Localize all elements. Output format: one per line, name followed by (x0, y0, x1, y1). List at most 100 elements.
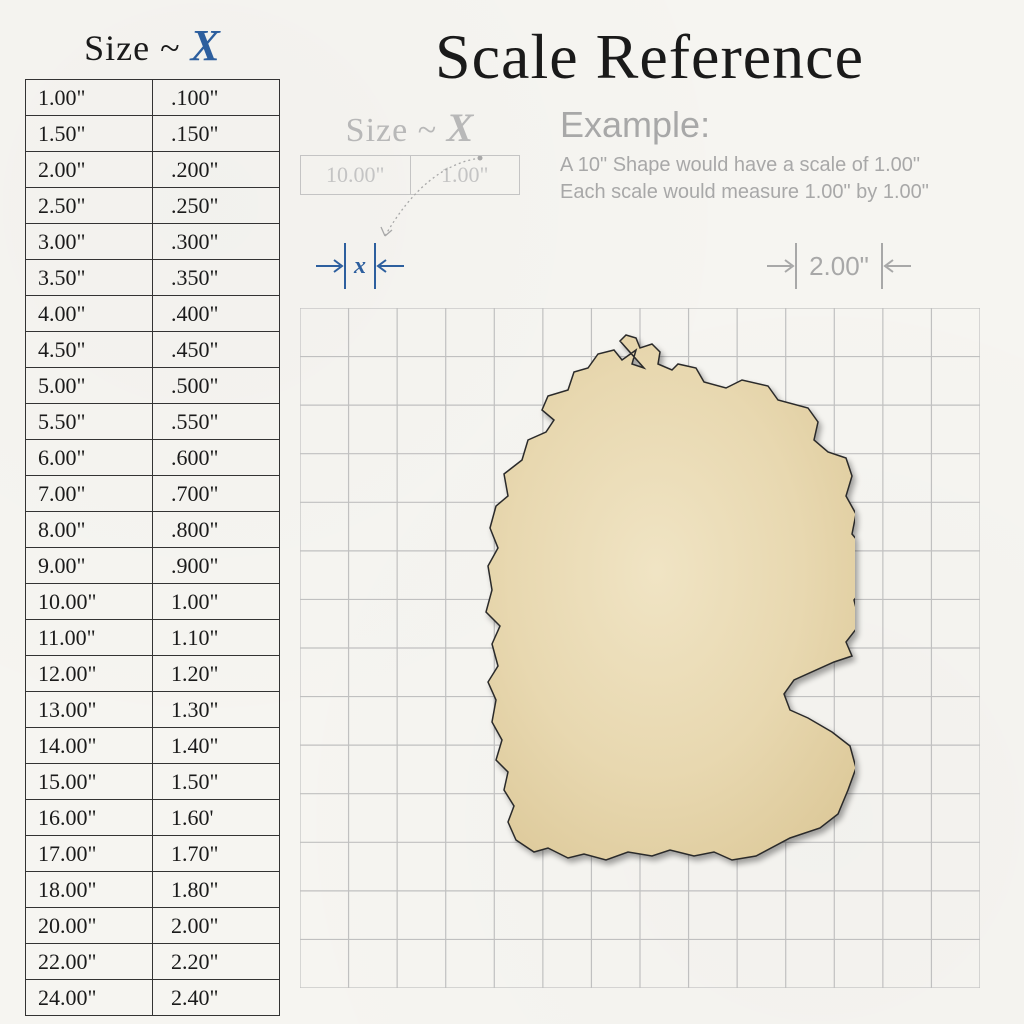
tick-left-icon (795, 243, 797, 289)
arrow-right-icon (765, 248, 795, 284)
scale-cell: .100" (153, 80, 280, 116)
table-row: 10.00"1.00" (26, 584, 280, 620)
scale-cell: .250" (153, 188, 280, 224)
scale-cell: .700" (153, 476, 280, 512)
size-cell: 4.50" (26, 332, 153, 368)
scale-cell: .450" (153, 332, 280, 368)
size-cell: 1.00" (26, 80, 153, 116)
country-shape (415, 333, 855, 923)
table-row: 12.00"1.20" (26, 656, 280, 692)
table-row: 2.50".250" (26, 188, 280, 224)
scale-cell: 1.20" (153, 656, 280, 692)
size-cell: 16.00" (26, 800, 153, 836)
table-row: 7.00".700" (26, 476, 280, 512)
table-row: 18.00"1.80" (26, 872, 280, 908)
size-cell: 6.00" (26, 440, 153, 476)
scale-cell: .400" (153, 296, 280, 332)
scale-cell: .800" (153, 512, 280, 548)
table-row: 4.50".450" (26, 332, 280, 368)
grid-area (300, 308, 980, 988)
size-cell: 4.00" (26, 296, 153, 332)
scale-cell: 1.60' (153, 800, 280, 836)
table-row: 16.00"1.60' (26, 800, 280, 836)
example-title: Example: (560, 104, 999, 146)
scale-cell: 1.70" (153, 836, 280, 872)
size-cell: 8.00" (26, 512, 153, 548)
size-cell: 9.00" (26, 548, 153, 584)
mini-size-x: X (447, 105, 475, 150)
table-row: 14.00"1.40" (26, 728, 280, 764)
table-row: 8.00".800" (26, 512, 280, 548)
size-cell: 24.00" (26, 980, 153, 1016)
scale-cell: 1.80" (153, 872, 280, 908)
indicator-row: x 2.00" (300, 218, 999, 298)
size-cell: 14.00" (26, 728, 153, 764)
scale-cell: 2.40" (153, 980, 280, 1016)
scale-cell: 1.30" (153, 692, 280, 728)
table-row: 3.00".300" (26, 224, 280, 260)
scale-cell: .300" (153, 224, 280, 260)
table-row: 17.00"1.70" (26, 836, 280, 872)
scale-cell: .550" (153, 404, 280, 440)
example-block: Example: A 10" Shape would have a scale … (560, 104, 999, 206)
table-row: 9.00".900" (26, 548, 280, 584)
scale-cell: 2.00" (153, 908, 280, 944)
table-row: 6.00".600" (26, 440, 280, 476)
table-row: 2.00".200" (26, 152, 280, 188)
table-row: 4.00".400" (26, 296, 280, 332)
size-cell: 7.00" (26, 476, 153, 512)
scale-cell: .150" (153, 116, 280, 152)
table-row: 1.00".100" (26, 80, 280, 116)
size-cell: 3.50" (26, 260, 153, 296)
table-row: 20.00"2.00" (26, 908, 280, 944)
size-cell: 13.00" (26, 692, 153, 728)
left-column: Size ~ X 1.00".100"1.50".150"2.00".200"2… (25, 20, 280, 1004)
size-x-symbol: X (191, 21, 221, 70)
table-row: 1.50".150" (26, 116, 280, 152)
mini-size-sep: ~ (408, 112, 446, 149)
scale-cell: .900" (153, 548, 280, 584)
size-cell: 3.00" (26, 224, 153, 260)
size-cell: 1.50" (26, 116, 153, 152)
scale-cell: 2.20" (153, 944, 280, 980)
scale-cell: .350" (153, 260, 280, 296)
x-dimension-indicator: x (300, 248, 420, 284)
size-cell: 15.00" (26, 764, 153, 800)
size-cell: 11.00" (26, 620, 153, 656)
x-label: x (354, 253, 366, 280)
example-line-1: A 10" Shape would have a scale of 1.00" (560, 152, 999, 179)
size-cell: 20.00" (26, 908, 153, 944)
table-row: 22.00"2.20" (26, 944, 280, 980)
scale-cell: 1.50" (153, 764, 280, 800)
size-cell: 12.00" (26, 656, 153, 692)
size-table-header: Size ~ X (25, 20, 280, 71)
size-label: Size (84, 28, 150, 68)
scale-dimension-indicator: 2.00" (739, 248, 939, 284)
table-row: 11.00"1.10" (26, 620, 280, 656)
size-cell: 22.00" (26, 944, 153, 980)
size-cell: 18.00" (26, 872, 153, 908)
size-cell: 2.00" (26, 152, 153, 188)
table-row: 15.00"1.50" (26, 764, 280, 800)
mini-size-label: Size (346, 112, 409, 149)
table-row: 3.50".350" (26, 260, 280, 296)
example-line-2: Each scale would measure 1.00" by 1.00" (560, 179, 999, 206)
size-cell: 17.00" (26, 836, 153, 872)
table-row: 5.50".550" (26, 404, 280, 440)
mini-size-header: Size ~ X (300, 104, 520, 151)
scale-value: 2.00" (809, 251, 869, 282)
arrow-left-icon (883, 248, 913, 284)
size-sep: ~ (150, 28, 190, 68)
scale-cell: 1.40" (153, 728, 280, 764)
right-column: Scale Reference Size ~ X 10.00" 1.00" Ex… (280, 20, 999, 1004)
size-table: 1.00".100"1.50".150"2.00".200"2.50".250"… (25, 79, 280, 1016)
size-cell: 2.50" (26, 188, 153, 224)
arrow-right-icon (314, 248, 344, 284)
size-cell: 5.00" (26, 368, 153, 404)
scale-cell: 1.10" (153, 620, 280, 656)
size-cell: 10.00" (26, 584, 153, 620)
arrow-left-icon (376, 248, 406, 284)
tick-left-icon (344, 243, 346, 289)
table-row: 24.00"2.40" (26, 980, 280, 1016)
dotted-arrow-icon (365, 156, 485, 246)
